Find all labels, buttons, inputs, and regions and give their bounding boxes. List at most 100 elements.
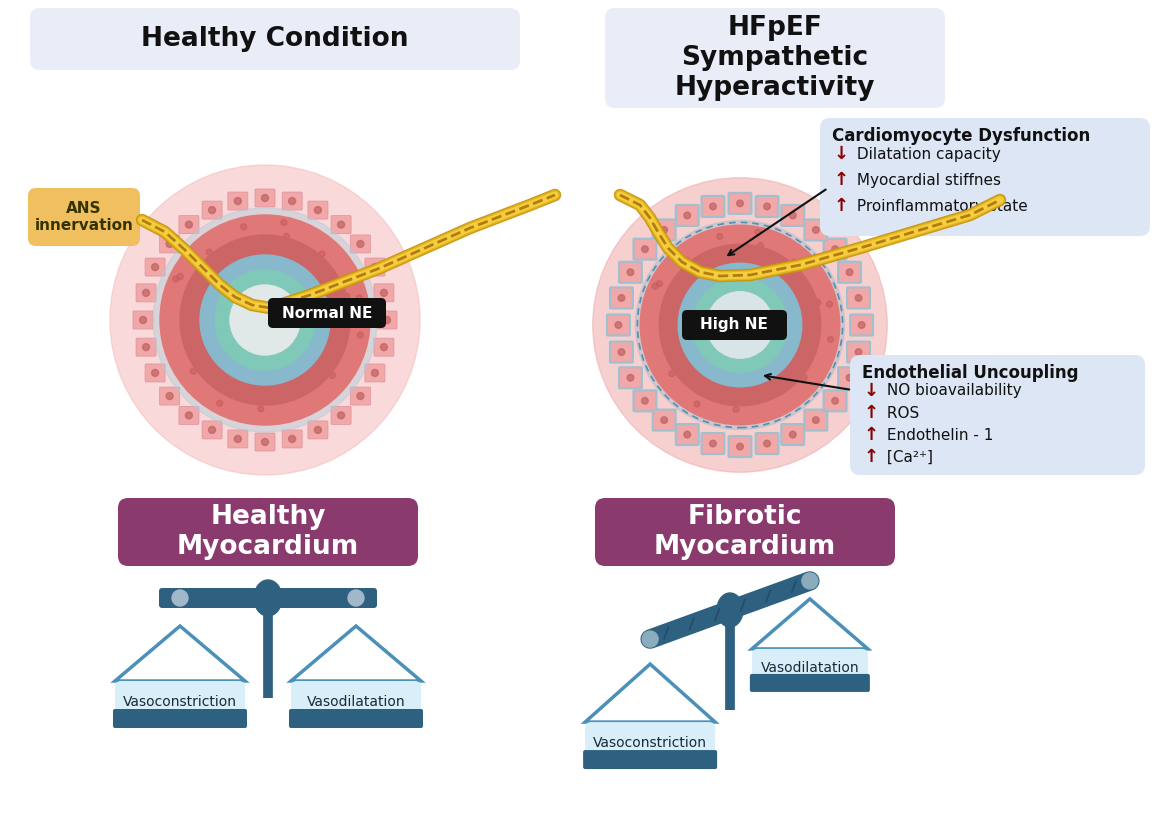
Circle shape — [812, 226, 819, 233]
Text: HFpEF
Sympathetic
Hyperactivity: HFpEF Sympathetic Hyperactivity — [675, 15, 875, 101]
FancyBboxPatch shape — [849, 355, 1145, 475]
Text: ↑: ↑ — [863, 448, 879, 466]
Circle shape — [234, 198, 241, 205]
FancyBboxPatch shape — [202, 421, 222, 439]
FancyBboxPatch shape — [377, 311, 397, 329]
FancyBboxPatch shape — [30, 8, 519, 70]
Circle shape — [790, 431, 796, 438]
Circle shape — [807, 320, 813, 326]
FancyBboxPatch shape — [228, 430, 248, 448]
Circle shape — [656, 281, 662, 286]
Circle shape — [110, 165, 420, 475]
Circle shape — [832, 245, 839, 252]
FancyBboxPatch shape — [228, 192, 248, 210]
Circle shape — [618, 349, 625, 356]
FancyBboxPatch shape — [585, 722, 715, 764]
Circle shape — [652, 283, 659, 289]
Circle shape — [593, 178, 887, 473]
Circle shape — [859, 321, 865, 328]
FancyBboxPatch shape — [115, 681, 245, 723]
FancyBboxPatch shape — [136, 338, 156, 357]
Circle shape — [206, 249, 212, 255]
FancyBboxPatch shape — [607, 315, 629, 336]
FancyBboxPatch shape — [159, 235, 180, 253]
Circle shape — [234, 435, 241, 443]
Circle shape — [200, 255, 330, 385]
Circle shape — [793, 367, 799, 374]
Circle shape — [262, 195, 268, 201]
FancyBboxPatch shape — [202, 201, 222, 219]
Circle shape — [855, 295, 862, 301]
Circle shape — [734, 407, 739, 412]
Circle shape — [755, 230, 760, 235]
Text: ANS
innervation: ANS innervation — [35, 200, 133, 233]
Text: Fibrotic
Myocardium: Fibrotic Myocardium — [654, 504, 837, 560]
FancyBboxPatch shape — [653, 410, 675, 431]
Circle shape — [679, 263, 801, 387]
Circle shape — [186, 338, 193, 344]
FancyBboxPatch shape — [289, 709, 424, 728]
Circle shape — [153, 208, 377, 432]
Text: Endothelin - 1: Endothelin - 1 — [882, 428, 993, 443]
Circle shape — [380, 290, 387, 296]
Circle shape — [371, 264, 378, 271]
Circle shape — [769, 256, 775, 262]
FancyBboxPatch shape — [350, 235, 371, 253]
Circle shape — [281, 220, 287, 225]
FancyBboxPatch shape — [729, 193, 751, 214]
Circle shape — [764, 440, 770, 447]
Circle shape — [684, 257, 690, 264]
FancyBboxPatch shape — [676, 205, 698, 226]
Circle shape — [160, 215, 370, 425]
FancyBboxPatch shape — [308, 421, 328, 439]
Circle shape — [380, 344, 387, 351]
Circle shape — [200, 352, 207, 357]
FancyBboxPatch shape — [255, 433, 275, 451]
Circle shape — [384, 316, 391, 323]
Circle shape — [641, 397, 648, 404]
Circle shape — [216, 400, 222, 407]
Circle shape — [298, 245, 304, 250]
Circle shape — [185, 221, 192, 228]
Circle shape — [339, 314, 345, 321]
FancyBboxPatch shape — [118, 498, 418, 566]
Circle shape — [764, 388, 770, 394]
Text: Healthy
Myocardium: Healthy Myocardium — [177, 504, 359, 560]
FancyBboxPatch shape — [838, 367, 861, 388]
FancyBboxPatch shape — [596, 498, 895, 566]
Circle shape — [811, 319, 817, 326]
Circle shape — [627, 374, 634, 381]
Circle shape — [745, 395, 752, 401]
FancyBboxPatch shape — [264, 588, 377, 608]
Circle shape — [769, 392, 775, 397]
Text: Vasodilatation: Vasodilatation — [760, 661, 859, 675]
Text: Myocardial stiffnes: Myocardial stiffnes — [852, 173, 1002, 188]
FancyBboxPatch shape — [365, 258, 385, 276]
FancyBboxPatch shape — [782, 424, 804, 445]
Circle shape — [344, 293, 350, 299]
Circle shape — [357, 392, 364, 400]
Circle shape — [290, 387, 296, 392]
FancyBboxPatch shape — [159, 588, 271, 608]
FancyBboxPatch shape — [350, 387, 371, 405]
FancyBboxPatch shape — [851, 315, 873, 336]
Circle shape — [764, 258, 771, 264]
Circle shape — [846, 269, 853, 276]
Circle shape — [173, 276, 179, 282]
Circle shape — [262, 438, 268, 446]
FancyBboxPatch shape — [782, 205, 804, 226]
Circle shape — [143, 290, 150, 296]
Circle shape — [707, 291, 773, 358]
Circle shape — [666, 342, 672, 348]
Circle shape — [801, 375, 807, 381]
FancyBboxPatch shape — [610, 342, 633, 362]
Circle shape — [801, 573, 818, 589]
Circle shape — [177, 273, 184, 280]
Circle shape — [641, 245, 648, 252]
FancyBboxPatch shape — [282, 430, 302, 448]
Circle shape — [826, 301, 833, 307]
Circle shape — [756, 387, 762, 392]
Circle shape — [814, 300, 820, 306]
Circle shape — [798, 275, 804, 281]
FancyBboxPatch shape — [159, 387, 180, 405]
